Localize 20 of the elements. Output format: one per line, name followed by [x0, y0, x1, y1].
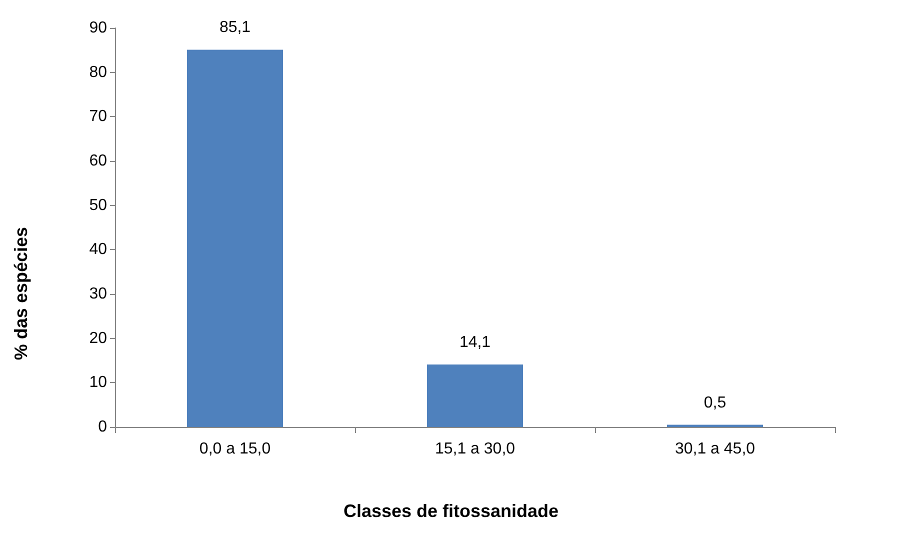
y-tick-label: 90 — [89, 20, 108, 36]
y-tick-label: 30 — [89, 286, 108, 302]
bar — [187, 50, 283, 427]
data-label: 0,5 — [704, 394, 726, 412]
data-label: 14,1 — [459, 334, 491, 351]
y-tick-label: 60 — [89, 152, 108, 170]
x-tick-label: 0,0 a 15,0 — [199, 440, 271, 458]
y-tick-label: 80 — [89, 64, 108, 81]
y-tick-label: 20 — [89, 330, 108, 347]
y-tick-label: 50 — [89, 196, 108, 214]
y-tick-label: 70 — [89, 108, 108, 126]
x-tick-label: 30,1 a 45,0 — [674, 440, 756, 458]
data-label: 85,1 — [219, 19, 251, 36]
x-axis-title: Classes de fitossanidade — [343, 501, 559, 521]
bar — [427, 364, 523, 427]
y-tick-label: 10 — [89, 374, 108, 392]
x-tick-label: 15,1 a 30,0 — [434, 440, 516, 458]
y-tick-label: 40 — [89, 241, 108, 258]
y-axis-title: % das espécies — [11, 226, 31, 360]
y-tick-label: 0 — [98, 418, 108, 436]
